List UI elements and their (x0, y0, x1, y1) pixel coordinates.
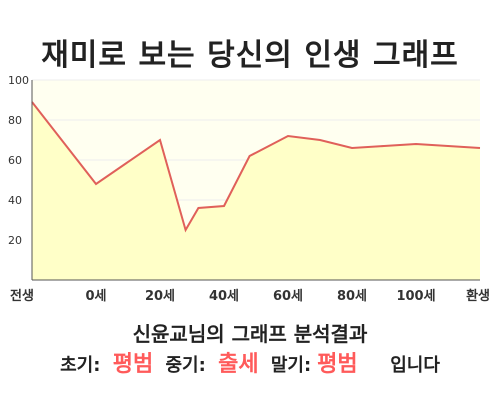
y-tick-label: 60 (8, 154, 22, 167)
y-tick-label: 40 (8, 194, 22, 207)
x-tick-label: 60세 (273, 289, 303, 304)
x-tick-labels: 전생 0세 20세 40세 60세 80세 100세 환생 (10, 288, 490, 304)
page-title: 재미로 보는 당신의 인생 그래프 (41, 38, 459, 73)
y-tick-label: 100 (8, 74, 29, 87)
area-fill (32, 102, 480, 280)
early-value: 평범 (112, 352, 154, 377)
series-line (31, 101, 481, 233)
x-tick-label: 80세 (337, 289, 367, 304)
x-tick-label: 40세 (209, 289, 239, 304)
x-tick-label: 100세 (396, 289, 435, 304)
x-tick-label: 0세 (85, 289, 106, 304)
middle-value: 출세 (218, 352, 259, 377)
result-heading: 신윤교님의 그래프 분석결과 (132, 322, 368, 346)
y-tick-label: 20 (8, 234, 22, 247)
result-suffix: 입니다 (390, 355, 440, 376)
x-tick-label: 20세 (145, 289, 175, 304)
early-label: 초기: (60, 355, 101, 376)
middle-label: 중기: (165, 355, 206, 376)
result-summary: 초기: 평범 중기: 출세 말기: 평범 입니다 (0, 346, 500, 378)
x-tick-label: 전생 (10, 288, 34, 304)
x-tick-label: 환생 (466, 288, 490, 304)
late-label: 말기: (270, 355, 312, 376)
y-tick-label: 80 (8, 114, 22, 127)
late-value: 평범 (317, 352, 358, 377)
y-tick-labels: 20 40 60 80 100 (8, 74, 29, 247)
life-graph-chart: 20 40 60 80 100 전생 0세 20세 40세 60세 80세 100세 환생 (8, 74, 490, 304)
